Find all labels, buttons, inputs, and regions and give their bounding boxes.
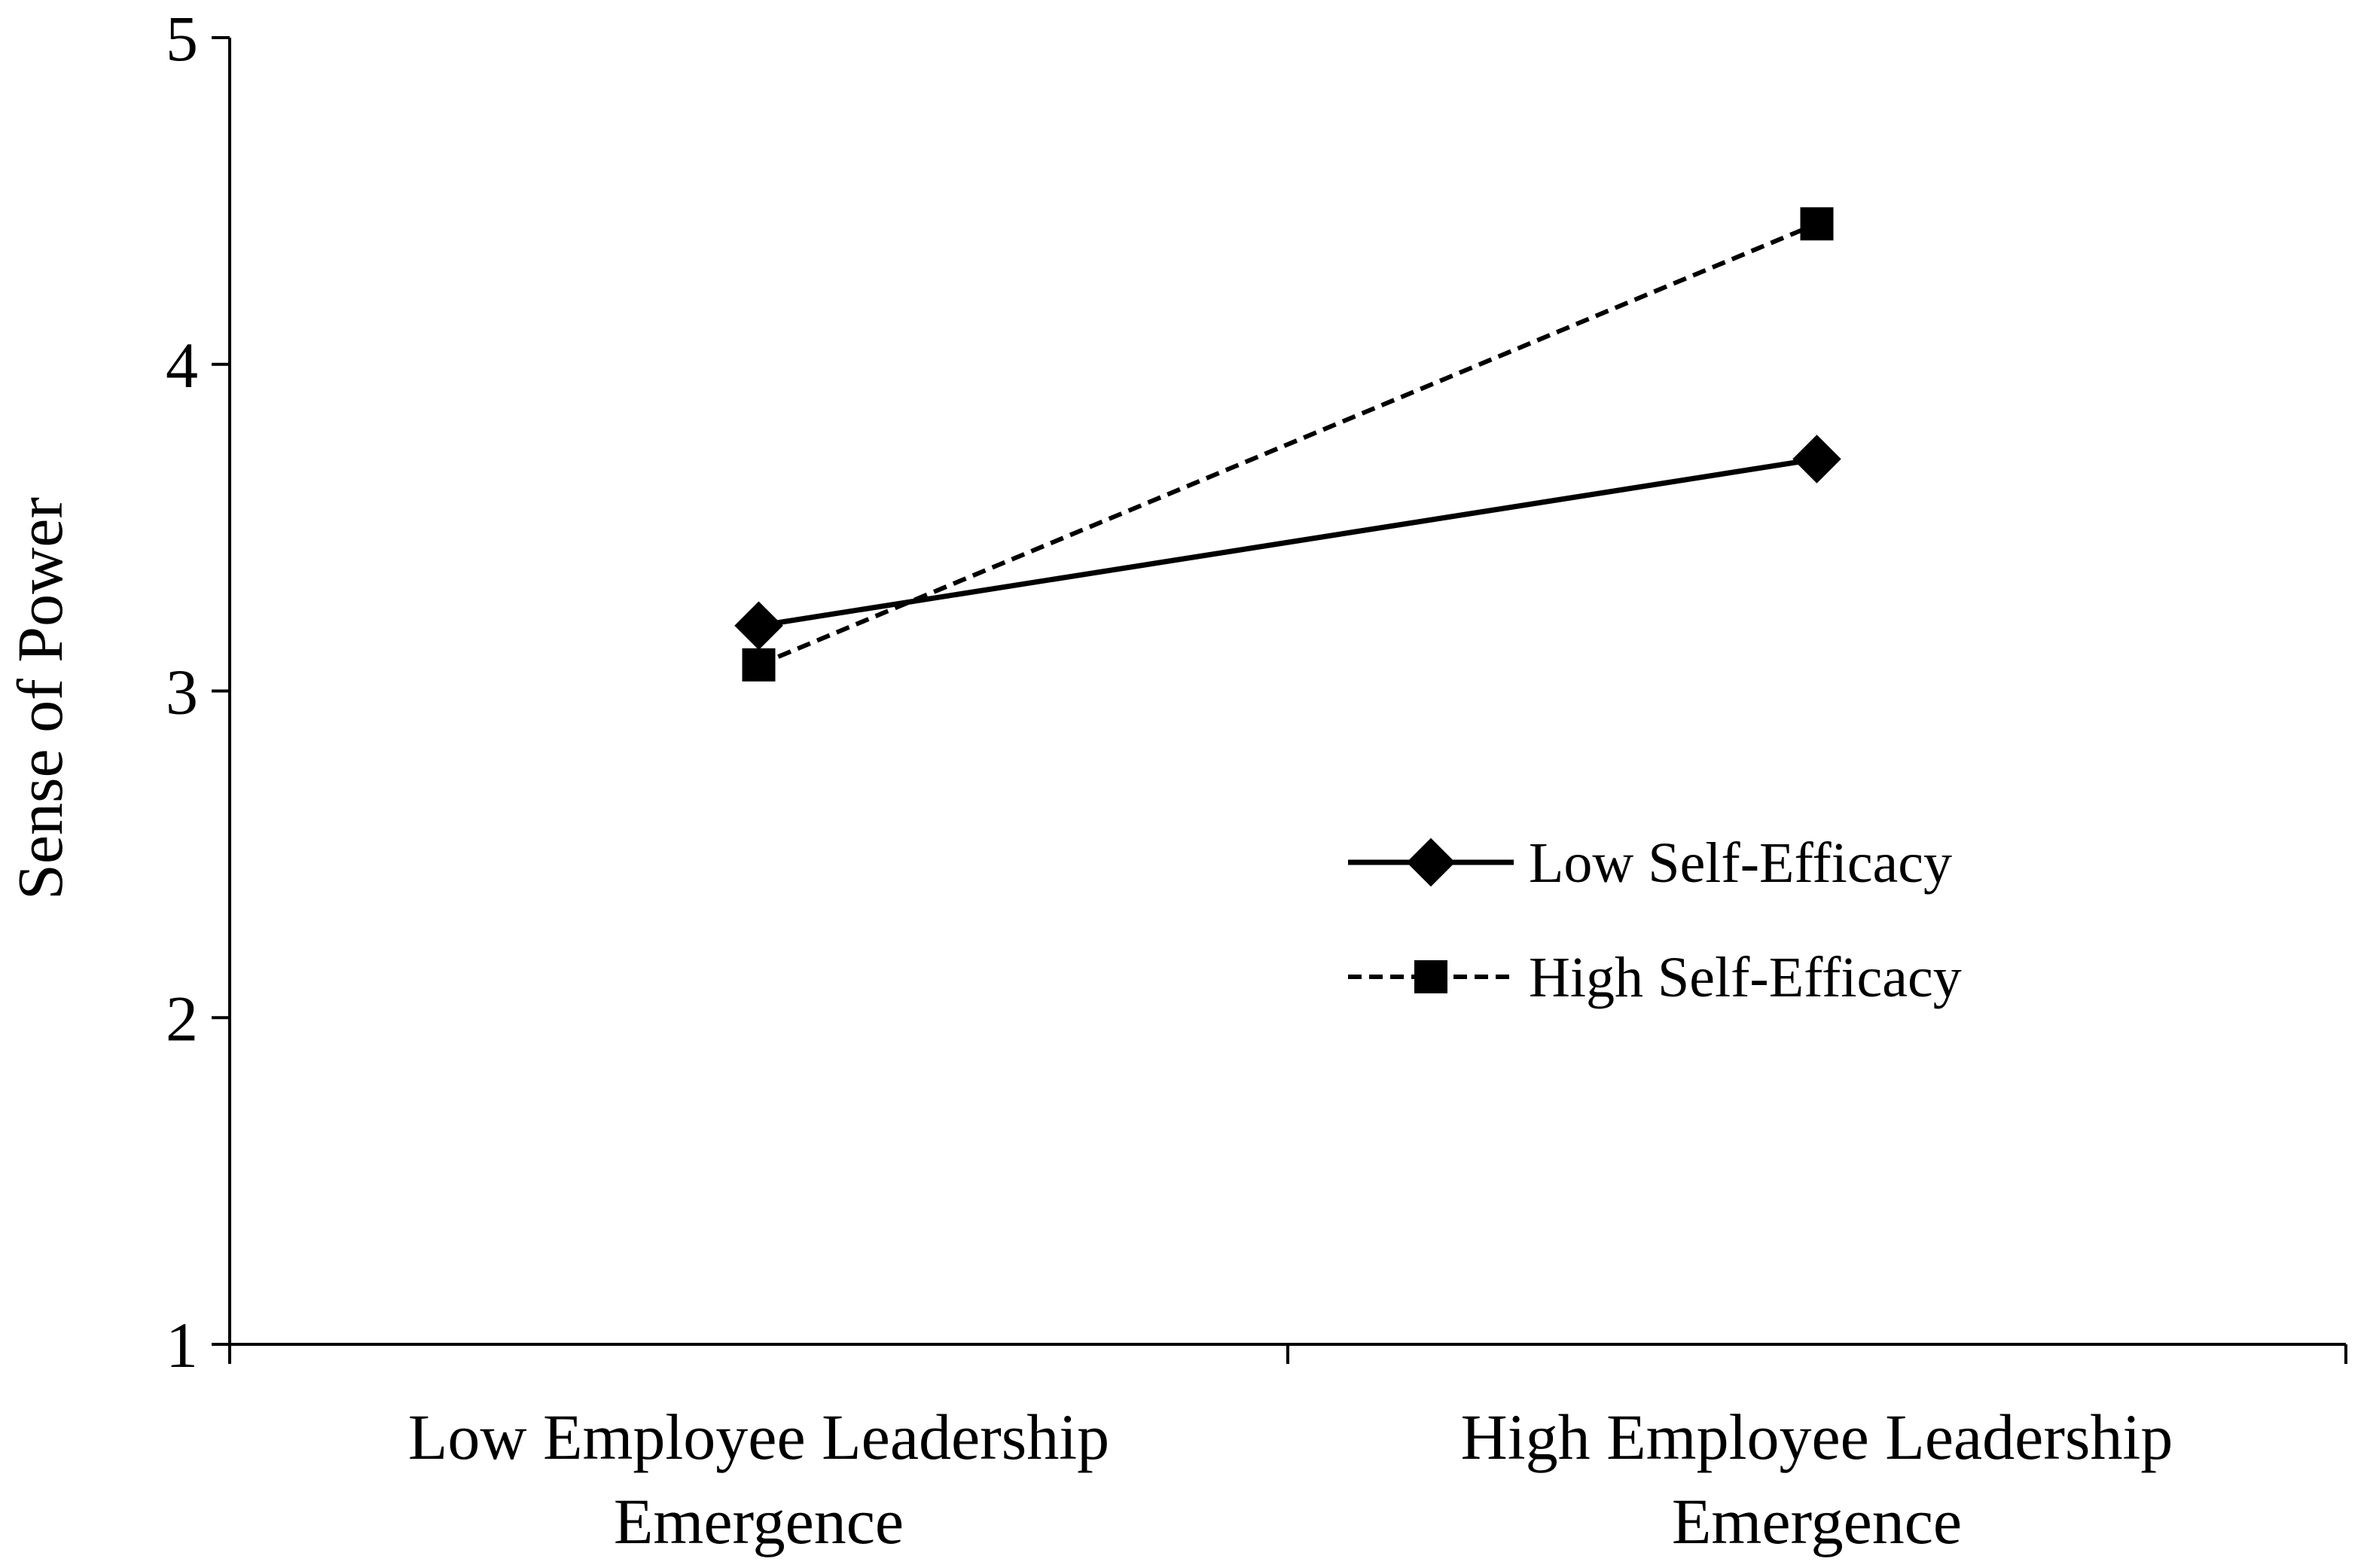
y-tick-label: 1 (166, 1309, 198, 1381)
y-tick-label: 3 (166, 656, 198, 728)
x-category-label-line: Emergence (614, 1485, 904, 1557)
x-category-label: Low Employee Leadership Emergence (408, 1401, 1109, 1557)
x-category-label-line: Emergence (1672, 1485, 1962, 1557)
series-2 (742, 207, 1834, 682)
x-category-label-line: Low Employee Leadership (408, 1401, 1109, 1473)
x-category-label-line: High Employee Leadership (1461, 1401, 2173, 1473)
data-point (1792, 435, 1841, 484)
series-line (758, 456, 1818, 629)
legend-label: High Self-Efficacy (1529, 946, 1962, 1009)
x-category-label: High Employee Leadership Emergence (1461, 1401, 2173, 1557)
legend: Low Self-Efficacy High Self-Efficacy (1348, 831, 1962, 1009)
y-axis-title: Sense of Power (4, 497, 76, 900)
axes (228, 38, 2346, 1346)
legend-marker (1414, 960, 1447, 993)
y-ticks: 1 2 3 4 5 (166, 2, 230, 1381)
y-tick-label: 2 (166, 982, 198, 1054)
data-point (742, 648, 776, 682)
series-layer (734, 207, 1841, 682)
y-tick-label: 5 (166, 2, 198, 75)
series-line (758, 221, 1818, 667)
y-tick-label: 4 (166, 329, 198, 401)
legend-marker (1406, 837, 1456, 887)
legend-item: Low Self-Efficacy (1348, 831, 1952, 895)
legend-label: Low Self-Efficacy (1529, 831, 1952, 895)
data-point (734, 601, 783, 650)
series-1 (734, 435, 1841, 650)
data-point (1800, 207, 1834, 241)
legend-item: High Self-Efficacy (1348, 946, 1962, 1009)
